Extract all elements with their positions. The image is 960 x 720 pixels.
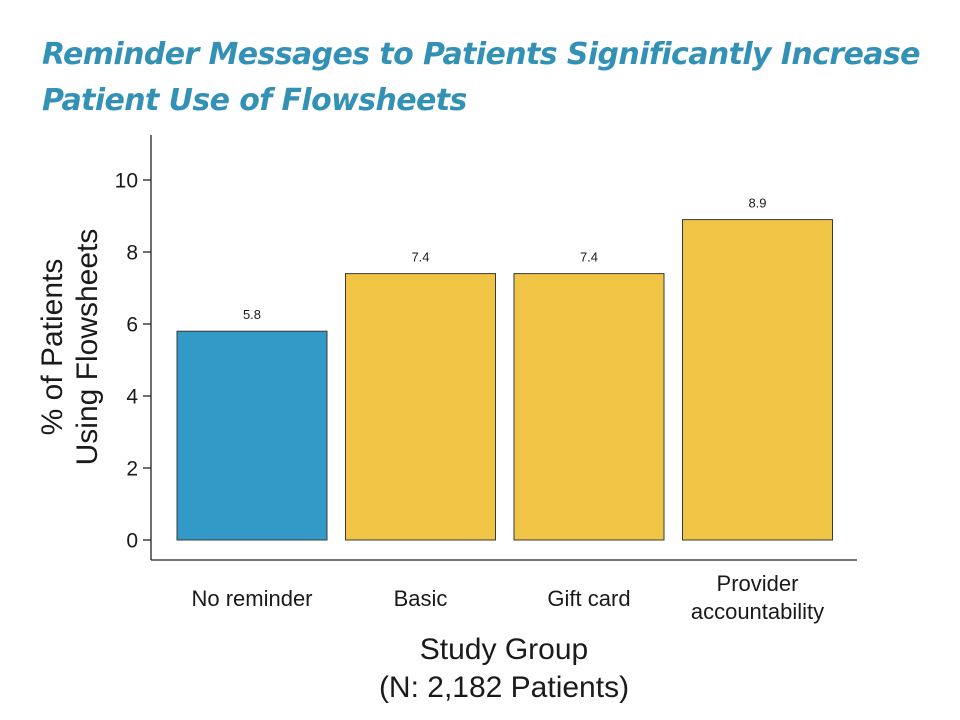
slide-title: Reminder Messages to Patients Significan… xyxy=(42,32,922,124)
y-axis-title: % of PatientsUsing Flowsheets xyxy=(36,229,104,466)
axis-titles: Study Group (N: 2,182 Patients) % of Patie… xyxy=(36,229,629,704)
data-label: 5.8 xyxy=(243,307,261,322)
slide-title-line-2: Patient Use of Flowsheets xyxy=(42,83,467,118)
bar xyxy=(176,330,328,541)
y-axis: 0 2 4 6 8 10 xyxy=(115,135,152,560)
y-tick-label: 6 xyxy=(126,314,138,337)
data-label: 7.4 xyxy=(580,250,598,265)
slide-title-line-1: Reminder Messages to Patients Significan… xyxy=(42,37,921,72)
x-tick-label-line: No reminder xyxy=(191,586,312,611)
y-tick-label: 10 xyxy=(115,170,138,193)
bars xyxy=(176,219,833,541)
x-axis-title-line: Study Group xyxy=(420,633,588,666)
y-axis-title-line: % of Patients xyxy=(36,259,69,436)
bar xyxy=(682,219,833,541)
x-tick-label-line: Basic xyxy=(394,586,448,611)
y-axis-title-line: Using Flowsheets xyxy=(71,229,104,466)
x-tick-label-line: Provider xyxy=(717,571,799,596)
x-tick-labels: No reminder Basic Gift card Provider account… xyxy=(191,571,824,624)
x-axis-title: Study Group (N: 2,182 Patients) xyxy=(379,633,629,704)
data-labels: 5.8 7.4 7.4 8.9 xyxy=(243,196,767,323)
x-axis-title-line: (N: 2,182 Patients) xyxy=(379,671,629,704)
y-tick-label: 2 xyxy=(126,458,138,481)
bar xyxy=(345,273,496,541)
y-tick-label: 4 xyxy=(126,386,138,409)
x-tick-label: Gift card xyxy=(547,586,630,611)
data-label: 7.4 xyxy=(411,250,429,265)
y-tick-label: 8 xyxy=(126,242,138,265)
x-tick-label-line: Gift card xyxy=(547,586,630,611)
x-tick-label: No reminder xyxy=(191,586,312,611)
bar xyxy=(513,273,665,541)
x-tick-label: Basic xyxy=(394,586,448,611)
x-tick-label-line: accountability xyxy=(691,599,824,624)
x-tick-label: Provider accountability xyxy=(691,571,824,624)
data-label: 8.9 xyxy=(748,196,766,211)
y-tick-label: 0 xyxy=(126,530,138,553)
